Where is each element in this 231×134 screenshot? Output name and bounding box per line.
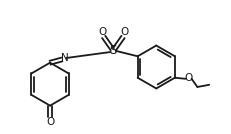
Text: O: O [46,117,54,127]
Text: O: O [120,27,128,37]
Text: N: N [61,53,68,63]
Text: S: S [110,44,117,57]
Text: O: O [98,27,107,37]
Text: O: O [185,73,193,83]
